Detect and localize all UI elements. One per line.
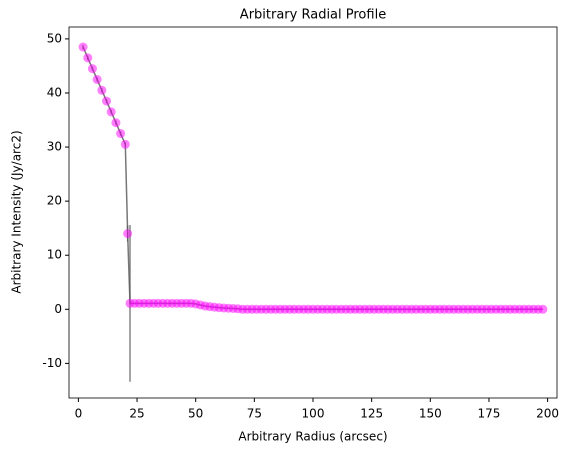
data-point: [538, 304, 548, 314]
y-tick-label: 50: [47, 31, 62, 45]
data-point: [83, 53, 93, 63]
data-point: [106, 107, 116, 117]
x-tick-label: 150: [419, 407, 442, 421]
y-tick-label: 30: [47, 140, 62, 154]
x-tick-label: 50: [188, 407, 203, 421]
x-tick-label: 75: [247, 407, 262, 421]
x-tick-label: 200: [536, 407, 559, 421]
data-point: [87, 64, 97, 74]
data-point: [116, 129, 126, 139]
data-point: [111, 118, 121, 128]
data-point: [102, 96, 112, 106]
x-tick-label: 100: [302, 407, 325, 421]
y-tick-label: 10: [47, 248, 62, 262]
y-axis-label: Arbitrary Intensity (Jy/arc2): [10, 130, 24, 293]
chart-title: Arbitrary Radial Profile: [240, 8, 386, 23]
x-tick-label: 175: [478, 407, 501, 421]
x-tick-label: 125: [360, 407, 383, 421]
x-tick-label: 25: [129, 407, 144, 421]
data-point: [92, 74, 102, 84]
data-point: [123, 229, 133, 239]
y-tick-label: 0: [54, 302, 62, 316]
data-point: [78, 42, 88, 52]
plot-frame: [68, 26, 558, 399]
data-point: [120, 139, 130, 149]
data-point: [97, 85, 107, 95]
x-tick-label: 0: [75, 407, 83, 421]
y-tick-label: -10: [42, 356, 62, 370]
data-line: [82, 46, 543, 311]
y-tick-label: 40: [47, 85, 62, 99]
x-axis-label: Arbitrary Radius (arcsec): [238, 430, 387, 444]
y-tick-label: 20: [47, 194, 62, 208]
